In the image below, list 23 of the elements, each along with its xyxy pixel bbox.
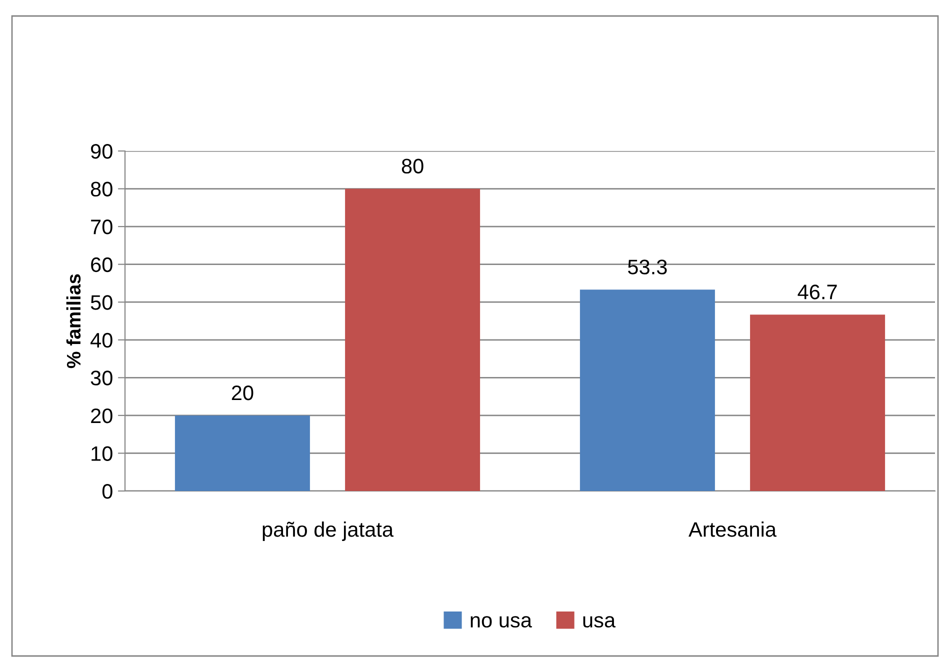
y-tick-label: 30: [90, 370, 112, 386]
legend-label: no usa: [470, 616, 532, 628]
y-tick-label: 60: [91, 257, 112, 272]
y-axis-title: % familias: [66, 274, 81, 368]
y-tick-label: 40: [90, 332, 112, 348]
x-tick-label: Artesania: [688, 522, 777, 537]
y-tick-label: 10: [92, 446, 112, 461]
y-tick-label: 0: [102, 484, 112, 499]
data-label: 46.7: [798, 284, 837, 300]
y-tick-label: 50: [90, 295, 112, 310]
data-label: 20: [232, 385, 254, 400]
bar: [750, 314, 886, 491]
y-tick-label: 80: [90, 182, 112, 197]
bar: [345, 188, 480, 491]
data-label: 80: [402, 158, 424, 174]
y-tick-label: 20: [91, 408, 112, 424]
data-label: 53.3: [628, 260, 667, 274]
bar: [580, 290, 715, 491]
legend-label: usa: [583, 616, 616, 628]
y-tick-label: 90: [91, 144, 112, 159]
x-tick-label: paño de jatata: [262, 522, 394, 541]
y-tick-label: 70: [91, 220, 112, 234]
bar: [174, 415, 310, 491]
